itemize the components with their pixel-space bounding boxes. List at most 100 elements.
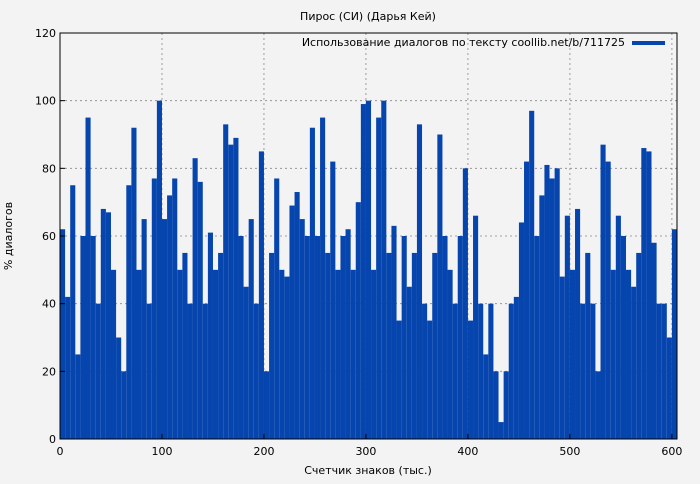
bar [391, 225, 397, 439]
bar [626, 269, 632, 439]
bar [90, 236, 96, 439]
y-tick-label: 0 [49, 433, 56, 446]
bar [544, 164, 550, 439]
bar [151, 178, 157, 439]
bar [202, 303, 208, 439]
bar [279, 269, 285, 439]
bar [269, 252, 275, 439]
bars [60, 100, 677, 440]
bar [177, 269, 183, 439]
bar [253, 303, 259, 439]
bar [248, 219, 254, 439]
bar [110, 269, 117, 439]
x-tick-label: 0 [57, 445, 64, 458]
bar [427, 320, 433, 439]
bar [432, 252, 438, 439]
bar [671, 229, 677, 439]
bar [600, 144, 606, 439]
bar [289, 205, 295, 439]
bar [641, 148, 647, 440]
bar [243, 286, 249, 439]
bar [365, 100, 372, 440]
bar [156, 100, 162, 440]
bar [146, 303, 152, 439]
bar [182, 252, 188, 439]
bar [309, 127, 315, 439]
bar [80, 236, 86, 439]
bar [554, 168, 560, 440]
bar [371, 269, 377, 439]
bar [376, 117, 382, 439]
bar [141, 219, 147, 439]
bar [304, 236, 310, 439]
legend-swatch [632, 41, 665, 45]
y-tick-label: 80 [42, 162, 56, 175]
bar [529, 110, 535, 440]
bar [411, 252, 417, 439]
bar [631, 286, 637, 439]
bar [314, 236, 321, 439]
bar [646, 151, 652, 439]
y-tick-label: 20 [42, 365, 56, 378]
bar [161, 219, 168, 439]
bar [401, 236, 407, 439]
bar [350, 269, 356, 439]
bar [488, 303, 494, 439]
bar [569, 269, 576, 439]
bar [258, 151, 264, 439]
bar [60, 229, 66, 439]
bar [473, 215, 479, 439]
x-tick-label: 300 [355, 445, 376, 458]
bar [330, 161, 336, 440]
bar [620, 236, 627, 439]
ticks: 0 100 200 300 400 500 600 0 20 40 60 80 100 120 [35, 27, 682, 458]
bar [447, 269, 453, 439]
bar [263, 371, 270, 439]
y-tick-label: 40 [42, 298, 56, 311]
y-axis-label: % диалогов [2, 202, 15, 270]
bar [325, 252, 331, 439]
bar [539, 195, 545, 439]
y-tick-label: 100 [35, 95, 56, 108]
bar [105, 212, 111, 439]
bar [320, 117, 326, 439]
bar [396, 320, 402, 439]
bar [187, 303, 193, 439]
y-tick-label: 60 [42, 230, 56, 243]
y-tick-label: 120 [35, 27, 56, 40]
bar [65, 296, 71, 439]
bar [467, 320, 474, 439]
bar [605, 161, 611, 440]
bar [131, 127, 137, 439]
bar [274, 178, 280, 439]
bar [416, 124, 423, 439]
bar [85, 117, 91, 439]
bar [207, 232, 213, 439]
bar [513, 296, 519, 439]
bar [228, 144, 234, 439]
bar [100, 208, 106, 439]
bar [661, 303, 667, 439]
x-tick-label: 400 [457, 445, 478, 458]
bar [590, 303, 596, 439]
legend-label: Использование диалогов по тексту coollib… [302, 36, 625, 49]
x-tick-label: 100 [151, 445, 172, 458]
bar [121, 371, 127, 439]
x-tick-label: 200 [253, 445, 274, 458]
bar [534, 236, 540, 439]
bar [452, 303, 458, 439]
bar [508, 303, 514, 439]
bar [360, 104, 366, 440]
bar [651, 242, 657, 439]
bar [75, 354, 81, 439]
bar [355, 202, 361, 439]
bar [483, 354, 489, 439]
bar [95, 303, 101, 439]
bar [462, 168, 468, 440]
bar [294, 192, 300, 439]
x-axis-label: Счетчик знаков (тыс.) [304, 464, 432, 477]
bar [126, 185, 132, 439]
bar [564, 215, 570, 439]
bar [595, 371, 601, 439]
bar [197, 181, 203, 439]
